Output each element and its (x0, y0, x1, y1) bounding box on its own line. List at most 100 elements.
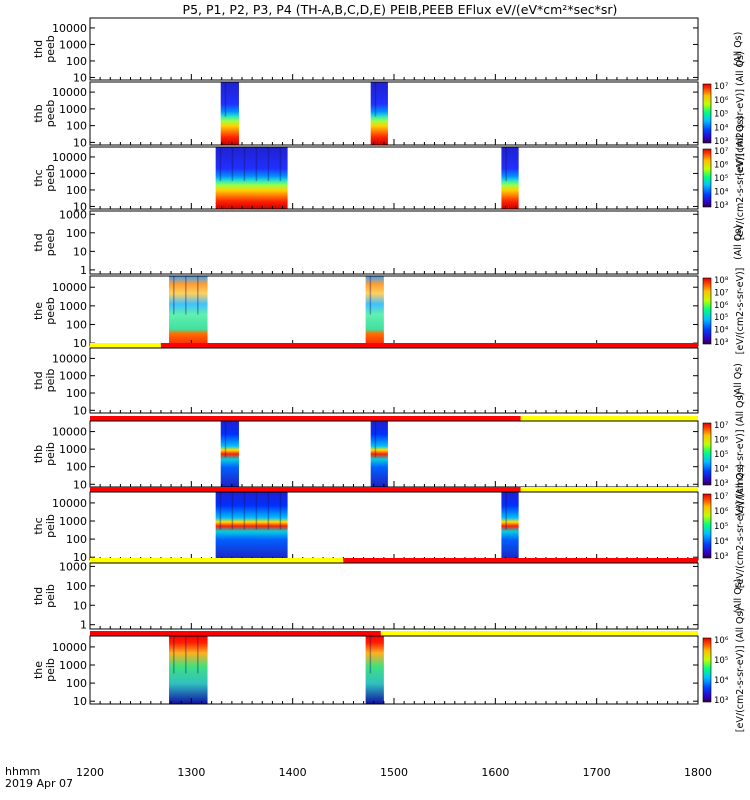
colorbar-tick-label: 10⁸ (714, 276, 729, 286)
panel-label-line: peib (44, 584, 57, 608)
colorbar-tick-label: 10⁵ (714, 656, 728, 666)
panel-label-line: the (32, 661, 45, 679)
quality-flag-segment (90, 631, 381, 636)
panel-thc-peeb-2: 10 100 1000 10000 thc peeb 10³ 10⁴ 10⁵ 10⁶ 10⁷ [eV/… (32, 116, 746, 240)
y-tick-label: 100 (66, 387, 87, 400)
colorbar-tick-label: 10⁴ (714, 465, 729, 475)
colorbar-tick-label: 10⁷ (714, 421, 729, 431)
spectrogram-bin-stripe (197, 276, 199, 315)
panel-the-peeb-4: 10 100 1000 10000 the peeb 10³ 10⁴ 10⁵ 10⁶ 10⁷ 10⁸ [… (32, 268, 746, 355)
y-tick-label: 1000 (59, 208, 87, 221)
panel-thd-peib-8: 1 10 100 1000 thd peib (All Qs) (32, 558, 744, 632)
panel-label-line: thb (32, 445, 45, 463)
x-tick-label: 1500 (380, 766, 408, 779)
spectrogram-block (169, 276, 208, 346)
colorbar (702, 637, 712, 703)
panel-label-line: thb (32, 104, 45, 122)
x-tick-label: 1800 (684, 766, 712, 779)
spectrogram-bin-stripe (374, 82, 377, 117)
y-tick-label: 10 (73, 200, 87, 213)
panel-frame (89, 17, 699, 81)
panel-frame (89, 562, 699, 630)
y-tick-label: 10 (73, 404, 87, 417)
spectrogram-block (220, 421, 239, 487)
colorbar-tick-label: 10⁴ (714, 188, 729, 198)
panel-frame (89, 146, 699, 210)
colorbar-tick-label: 10⁵ (714, 174, 728, 184)
y-tick-label: 100 (66, 120, 87, 133)
y-tick-label: 100 (66, 184, 87, 197)
spectrogram-bin-stripe (279, 147, 282, 182)
y-tick-label: 100 (66, 461, 87, 474)
panel-frame (89, 347, 699, 414)
date-label: 2019 Apr 07 (5, 777, 73, 790)
spectrogram-bin-stripe (505, 492, 507, 530)
panel-thb-peeb-1: 10 100 1000 10000 thb peeb 10³ 10⁴ 10⁵ 10⁶ 10⁷ [eV/… (32, 51, 746, 175)
panel-thd-peeb-0: 10 100 1000 10000 thd peeb (All Qs) (32, 17, 744, 84)
colorbar-tick-label: 10⁴ (714, 537, 729, 547)
panel-thd-peeb-3: 1 10 100 1000 thd peeb (All Qs) (32, 208, 744, 277)
spectrogram-block (220, 82, 239, 145)
quality-flag-segment (160, 343, 698, 348)
spectrogram-block (215, 147, 288, 209)
colorbar-tick-label: 10⁶ (714, 96, 729, 106)
quality-flag-segment (520, 487, 698, 492)
colorbar-tick-label: 10⁶ (714, 436, 729, 446)
y-tick-label: 10000 (52, 426, 87, 439)
colorbar-tick-label: 10⁶ (714, 507, 729, 517)
spectrogram-bin-stripe (369, 276, 372, 315)
colorbar-tick-label: 10³ (714, 137, 728, 147)
y-tick-label: 1000 (59, 560, 87, 573)
panel-thd-peib-5: 10 100 1000 10000 thd peib (All Qs) (32, 343, 744, 417)
panel-unit-label: (All Qs) (733, 579, 744, 614)
y-tick-label: 1000 (59, 167, 87, 180)
colorbar-tick-label: 10⁵ (714, 313, 728, 323)
colorbar-tick-label: 10⁴ (714, 676, 729, 686)
colorbar-tick-label: 10⁷ (714, 288, 729, 298)
panel-unit-label: [eV/(cm2-s-sr-eV)] (735, 268, 746, 355)
colorbar-tick-label: 10⁵ (714, 450, 728, 460)
spectrogram-bin-stripe (224, 82, 227, 117)
y-tick-label: 10000 (52, 352, 87, 365)
panel-label-line: peib (44, 514, 57, 538)
y-tick-label: 10000 (52, 497, 87, 510)
colorbar-tick-label: 10³ (714, 696, 728, 706)
colorbar (702, 422, 712, 486)
panel-label-line: peib (44, 658, 57, 682)
time-axis-label: hhmm (5, 765, 40, 778)
y-tick-label: 100 (66, 55, 87, 68)
spectrogram-block (365, 276, 384, 346)
quality-flag-segment (380, 631, 698, 636)
y-tick-label: 10000 (52, 22, 87, 35)
panel-unit-label: [eV/(cm2-s-sr-eV)] (All Qs) (735, 608, 746, 732)
y-tick-label: 1000 (59, 370, 87, 383)
y-tick-label: 1 (80, 619, 87, 632)
panel-label-line: peeb (44, 100, 57, 128)
y-tick-label: 1000 (59, 38, 87, 51)
panel-frame (89, 81, 699, 146)
colorbar-tick-label: 10³ (714, 338, 728, 348)
spectrogram-bin-stripe (173, 276, 175, 315)
panel-unit-label: (All Qs) (733, 32, 744, 67)
spectrogram-block (501, 492, 519, 560)
spectrogram-bin-stripe (185, 636, 187, 674)
x-tick-label: 1600 (481, 766, 509, 779)
colorbar (702, 83, 712, 144)
colorbar-tick-label: 10⁷ (714, 82, 729, 92)
spectrogram-bin-stripe (279, 492, 282, 530)
colorbar-tick-label: 10⁶ (714, 301, 729, 311)
spectrogram-bin-stripe (267, 147, 270, 182)
y-tick-label: 10 (73, 478, 87, 491)
spectrogram-bin-stripe (219, 492, 222, 530)
panel-label-line: the (32, 302, 45, 320)
panel-label-line: peib (44, 442, 57, 466)
quality-flag-segment (343, 558, 698, 563)
figure-title: P5, P1, P2, P3, P4 (TH-A,B,C,D,E) PEIB,P… (183, 2, 618, 17)
y-tick-label: 10 (73, 695, 87, 708)
y-tick-label: 1000 (59, 300, 87, 313)
y-tick-label: 10 (73, 337, 87, 350)
spectrogram-bin-stripe (505, 147, 507, 182)
y-tick-label: 100 (66, 533, 87, 546)
spectrogram-bin-stripe (243, 147, 246, 182)
